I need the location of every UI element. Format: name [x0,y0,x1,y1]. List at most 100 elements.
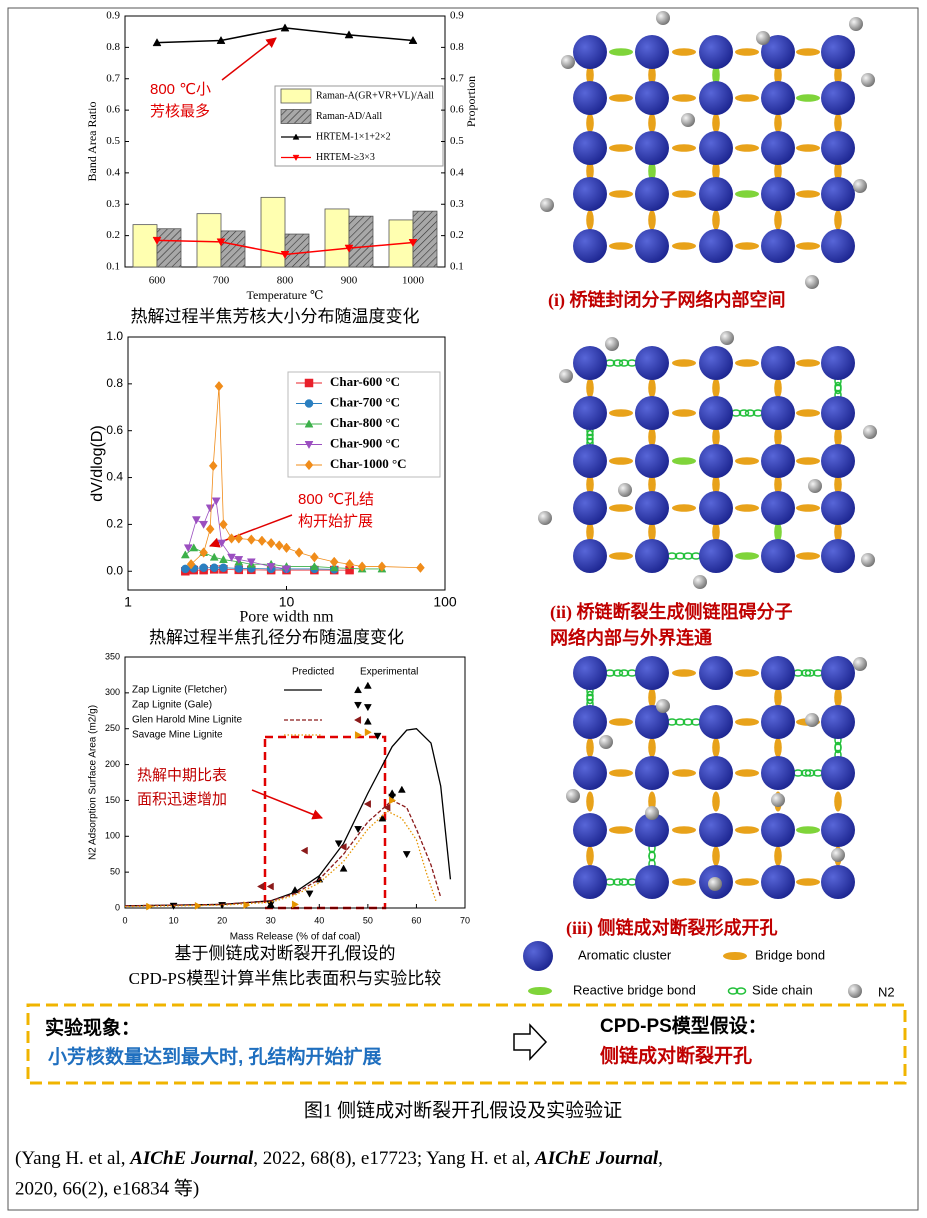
bar [196,213,222,268]
legend-label: Zap Lignite (Gale) [132,700,212,711]
aromatic-cluster [635,444,669,478]
marker [363,717,372,725]
chart-caption: 热解过程半焦芳核大小分布随温度变化 [131,307,420,326]
legend-marker [304,378,314,388]
bridge-bond [648,378,656,398]
aromatic-cluster [699,756,733,790]
aromatic-cluster [821,491,855,525]
aromatic-cluster [699,131,733,165]
aromatic-cluster [761,539,795,573]
bar [260,196,286,268]
reactive-bridge [712,65,720,85]
bridge-bond [672,359,696,367]
marker [266,563,276,572]
aromatic-cluster [761,35,795,69]
n2-molecule [720,331,734,345]
marker [216,238,226,247]
reference-part: , 2022, 68(8), e17723; Yang H. et al, [253,1148,535,1169]
aromatic-cluster [573,35,607,69]
aromatic-cluster [699,539,733,573]
marker [208,460,218,472]
legend-marker [354,701,362,710]
aromatic-cluster [761,756,795,790]
reference-line: (Yang H. et al, AIChE Journal, 2022, 68(… [15,1148,663,1169]
reference-part: , [658,1148,663,1169]
x-tick-label: 10 [279,594,295,610]
aromatic-cluster [573,346,607,380]
marker [363,800,371,808]
bridge-bond [712,427,720,447]
n2-molecule [599,735,613,749]
aromatic-cluster [761,444,795,478]
x-tick-label: 1000 [402,275,425,287]
aromatic-cluster [699,81,733,115]
marker [217,539,227,548]
bridge-bond [672,669,696,677]
reactive-bridge [609,48,633,56]
marker [199,563,208,572]
diagram-legend-label: N2 [878,984,895,999]
aromatic-cluster [821,396,855,430]
marker [280,23,290,32]
y-tick-label: 0.6 [106,423,123,437]
aromatic-cluster [699,813,733,847]
bridge-bond [712,113,720,133]
x-tick-label: 60 [411,915,421,925]
legend-marker [304,441,314,450]
bridge-bond [735,359,759,367]
diagram-legend-label: Aromatic cluster [578,947,672,962]
y-tick-label: 1.0 [106,329,123,343]
y-tick-label: 200 [105,759,120,769]
marker [205,523,215,535]
bridge-bond [774,113,782,133]
y-tick-label: 0.8 [106,376,123,390]
bridge-bond [672,409,696,417]
bridge-bond [834,522,842,542]
aromatic-cluster [821,705,855,739]
annotation-arrow [251,789,323,820]
side-chain [586,433,594,445]
bridge-bond [609,718,633,726]
aromatic-cluster [699,491,733,525]
marker [309,562,319,571]
marker [257,535,267,546]
n2-molecule [693,575,707,589]
bridge-bond [774,161,782,181]
y2-tick-label: 0.4 [450,166,464,178]
side-chain [648,850,656,862]
box-left-title: 实验现象： [45,1016,140,1039]
bridge-bond [672,826,696,834]
x-tick-label: 900 [341,275,358,287]
bridge-bond [735,144,759,152]
plot-frame [124,656,466,909]
bridge-bond [834,791,842,812]
x-tick-label: 1 [124,594,132,610]
marker [191,516,201,525]
marker [189,543,199,552]
reactive-bridge [774,522,782,542]
n2-molecule [538,511,552,525]
marker [363,704,372,712]
aromatic-cluster [635,396,669,430]
side-chain [618,878,630,886]
aromatic-cluster [821,444,855,478]
aromatic-cluster [699,35,733,69]
bridge-bond [796,190,820,198]
marker [339,864,348,872]
bridge-bond [796,409,820,417]
x-axis-label: Mass Release (% of daf coal) [230,932,361,943]
marker [305,890,314,898]
legend-label: Char-700 °C [330,394,400,409]
bridge-bond [672,94,696,102]
marker [243,901,251,910]
n2-molecule [561,55,575,69]
y-tick-label: 0.9 [106,10,120,22]
y-tick-label: 100 [105,831,120,841]
bridge-bond [648,210,656,230]
side-chain [735,987,747,995]
bridge-bond [774,427,782,447]
bridge-bond [774,65,782,85]
y2-tick-label: 0.6 [450,104,464,116]
x-axis-label: Pore width nm [239,609,334,626]
aromatic-cluster [761,656,795,690]
